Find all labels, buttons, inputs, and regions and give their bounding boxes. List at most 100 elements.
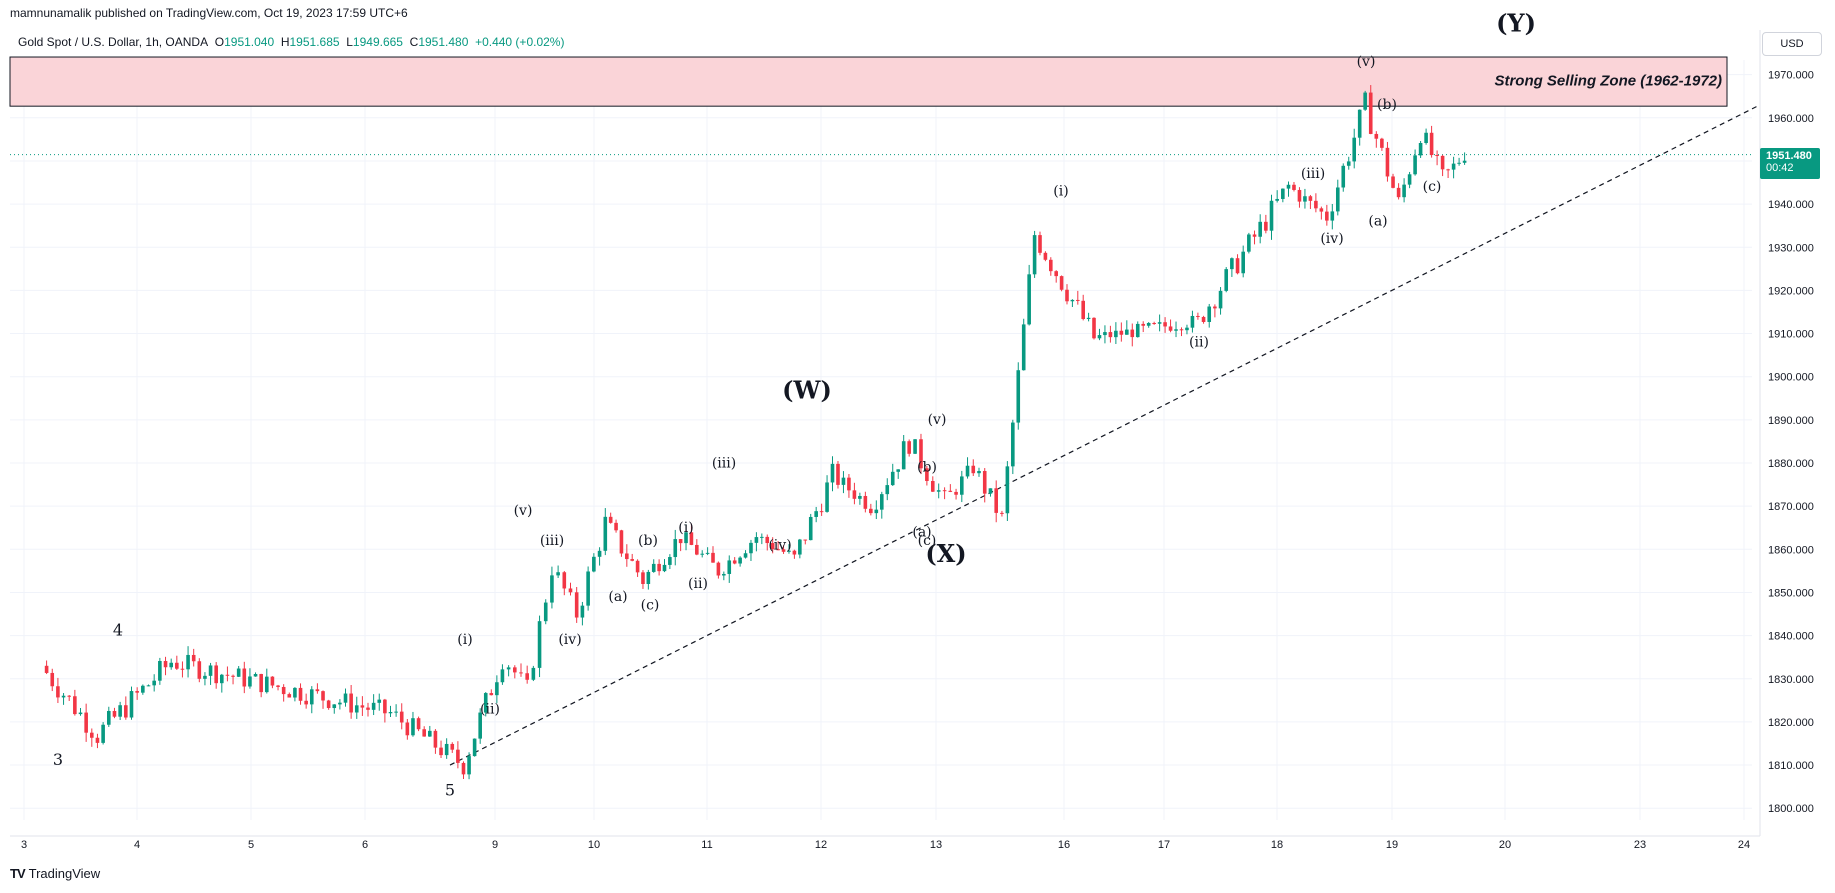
- candle-body: [1325, 211, 1329, 221]
- wave-label: (iv): [768, 537, 791, 553]
- candle-body: [1070, 299, 1075, 302]
- symbol-legend: Gold Spot / U.S. Dollar, 1h, OANDA O1951…: [18, 35, 564, 49]
- x-tick-label: 10: [588, 839, 600, 851]
- candle-body: [1314, 200, 1318, 209]
- wave-label: (ii): [1189, 334, 1209, 350]
- wave-label: (a): [912, 524, 931, 540]
- candle-body: [770, 543, 775, 550]
- candle-body: [630, 559, 635, 561]
- candle-body: [175, 662, 179, 669]
- candle-body: [461, 762, 466, 775]
- publisher-line: mamnunamalik published on TradingView.co…: [10, 6, 408, 20]
- candle-body: [1418, 143, 1423, 156]
- candle-body: [1125, 329, 1129, 335]
- wave-label: (iv): [1320, 231, 1343, 247]
- candle-body: [360, 705, 365, 708]
- candle-body: [315, 689, 320, 692]
- candle-body: [781, 549, 786, 552]
- candle-body: [203, 675, 207, 679]
- candle-body: [309, 689, 314, 705]
- candle-body: [90, 732, 94, 738]
- candle-body: [1054, 271, 1058, 277]
- candle-body: [890, 471, 895, 486]
- candle-body: [954, 491, 958, 495]
- candle-body: [858, 495, 862, 499]
- candle-body: [705, 552, 710, 554]
- candle-body: [597, 550, 602, 557]
- candle-body: [1269, 200, 1274, 231]
- support-trendline: [449, 104, 1761, 766]
- candle-body: [394, 711, 398, 713]
- time-axis: 3 4 5 6 9 10 11 12 13 16 17 18 19 20 23 24: [10, 835, 1760, 851]
- candle-body: [259, 673, 263, 693]
- change-value: +0.440 (+0.02%): [475, 35, 565, 49]
- candle-body: [994, 488, 998, 513]
- candle-body: [513, 667, 517, 673]
- candle-body: [830, 463, 835, 483]
- candle-body: [988, 488, 993, 494]
- candle-body: [338, 702, 342, 705]
- y-tick-label: 1840.000: [1768, 631, 1814, 643]
- candle-body: [377, 699, 382, 703]
- candle-body: [433, 730, 438, 748]
- candle-body: [383, 699, 387, 714]
- candle-body: [1407, 174, 1412, 185]
- candle-body: [50, 672, 55, 687]
- candle-body: [1413, 155, 1417, 175]
- wave-label: 3: [53, 750, 63, 769]
- candle-body: [1264, 221, 1268, 231]
- candle-body: [919, 439, 923, 469]
- y-tick-label: 1810.000: [1768, 760, 1814, 772]
- candle-body: [56, 686, 60, 698]
- candle-body: [1352, 137, 1357, 162]
- candle-body: [852, 490, 857, 499]
- candle-body: [1179, 329, 1184, 331]
- candle-body: [242, 668, 247, 687]
- open-label: O: [214, 35, 225, 49]
- candle-body: [129, 691, 134, 718]
- candle-body: [1130, 329, 1135, 338]
- wave-label: (ii): [480, 701, 500, 717]
- candle-body: [439, 747, 443, 756]
- wave-label: (c): [641, 598, 660, 614]
- candle-body: [1247, 234, 1251, 252]
- candle-body: [225, 674, 230, 676]
- candle-body: [662, 564, 667, 572]
- candle-body: [506, 667, 511, 670]
- candle-body: [841, 477, 846, 485]
- wave-label: (v): [1357, 54, 1376, 70]
- candle-body: [1424, 132, 1428, 144]
- candle-body: [1168, 326, 1173, 331]
- candle-body: [716, 562, 721, 576]
- candle-body: [760, 536, 764, 538]
- currency-button[interactable]: USD: [1762, 32, 1822, 56]
- candle-body: [651, 563, 656, 572]
- y-tick-label: 1850.000: [1768, 587, 1814, 599]
- candle-body: [673, 539, 678, 558]
- candle-body: [1146, 322, 1151, 326]
- wave-label: (b): [638, 533, 658, 549]
- candle-body: [646, 571, 651, 584]
- candle-body: [896, 469, 901, 472]
- candle-body: [44, 665, 49, 673]
- candle-body: [825, 482, 829, 512]
- candle-body: [722, 573, 726, 576]
- candle-body: [399, 711, 404, 723]
- candle-body: [106, 710, 111, 725]
- candle-body: [1435, 154, 1439, 156]
- footer-brand[interactable]: TV TradingView: [10, 866, 100, 881]
- candle-body: [798, 539, 802, 555]
- candle-body: [948, 490, 953, 492]
- candle-body: [220, 674, 224, 684]
- candle-body: [1281, 188, 1285, 199]
- candle-body: [186, 654, 190, 670]
- candle-body: [930, 480, 935, 492]
- candle-body: [422, 729, 426, 737]
- y-tick-label: 1860.000: [1768, 544, 1814, 556]
- candle-body: [1152, 322, 1156, 324]
- candle-body: [1016, 370, 1021, 423]
- wave-label: (b): [917, 460, 937, 476]
- candle-body: [411, 718, 415, 736]
- candle-body: [208, 665, 213, 676]
